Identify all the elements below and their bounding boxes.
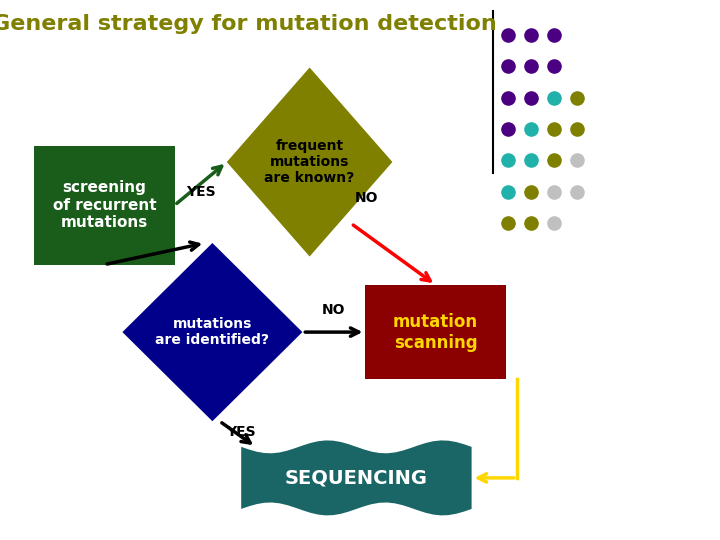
Point bbox=[548, 62, 559, 71]
Polygon shape bbox=[122, 243, 302, 421]
Point bbox=[525, 219, 536, 227]
Point bbox=[525, 187, 536, 196]
Text: YES: YES bbox=[186, 185, 215, 199]
Point bbox=[571, 156, 582, 165]
Text: frequent
mutations
are known?: frequent mutations are known? bbox=[264, 139, 355, 185]
Text: screening
of recurrent
mutations: screening of recurrent mutations bbox=[53, 180, 156, 230]
Text: mutations
are identified?: mutations are identified? bbox=[156, 317, 269, 347]
Point bbox=[548, 219, 559, 227]
Point bbox=[571, 187, 582, 196]
Point bbox=[525, 156, 536, 165]
Bar bbox=[34, 146, 174, 265]
Point bbox=[548, 156, 559, 165]
Text: NO: NO bbox=[322, 303, 346, 318]
Polygon shape bbox=[241, 441, 472, 515]
Bar bbox=[365, 285, 505, 379]
Point bbox=[502, 187, 513, 196]
Point bbox=[571, 125, 582, 133]
Point bbox=[502, 93, 513, 102]
Point bbox=[571, 93, 582, 102]
Text: mutation
scanning: mutation scanning bbox=[393, 313, 478, 352]
Point bbox=[502, 156, 513, 165]
Point bbox=[502, 62, 513, 71]
Text: General strategy for mutation detection: General strategy for mutation detection bbox=[0, 14, 498, 35]
Point bbox=[548, 31, 559, 39]
Point bbox=[525, 31, 536, 39]
Point bbox=[502, 219, 513, 227]
Point bbox=[525, 125, 536, 133]
Point bbox=[548, 125, 559, 133]
Point bbox=[548, 93, 559, 102]
Text: NO: NO bbox=[355, 191, 379, 205]
Point bbox=[525, 62, 536, 71]
Point bbox=[548, 187, 559, 196]
Text: SEQUENCING: SEQUENCING bbox=[285, 468, 428, 488]
Text: YES: YES bbox=[226, 425, 256, 439]
Point bbox=[502, 31, 513, 39]
Point bbox=[502, 125, 513, 133]
Polygon shape bbox=[227, 68, 392, 256]
Point bbox=[525, 93, 536, 102]
